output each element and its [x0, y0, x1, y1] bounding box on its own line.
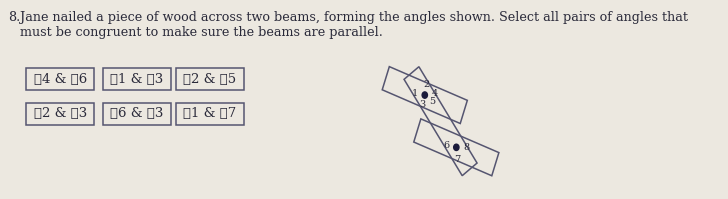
Text: 4: 4 — [432, 89, 438, 98]
Text: ≀1 & ≀7: ≀1 & ≀7 — [183, 107, 237, 120]
Circle shape — [422, 92, 427, 98]
Text: 2: 2 — [423, 80, 430, 89]
Text: ≀1 & ≀3: ≀1 & ≀3 — [110, 73, 163, 86]
Text: ≀4 & ≀6: ≀4 & ≀6 — [33, 73, 87, 86]
Text: 3: 3 — [419, 100, 425, 109]
Text: ≀2 & ≀3: ≀2 & ≀3 — [33, 107, 87, 120]
Text: 7: 7 — [454, 155, 460, 164]
Text: 1: 1 — [412, 89, 418, 98]
Text: ≀6 & ≀3: ≀6 & ≀3 — [110, 107, 163, 120]
Text: Jane nailed a piece of wood across two beams, forming the angles shown. Select a: Jane nailed a piece of wood across two b… — [20, 11, 688, 24]
Circle shape — [454, 144, 459, 150]
Text: 6: 6 — [443, 141, 449, 150]
Text: 8.: 8. — [8, 11, 20, 24]
Text: 5: 5 — [430, 98, 435, 106]
Text: 8: 8 — [463, 143, 470, 152]
Text: must be congruent to make sure the beams are parallel.: must be congruent to make sure the beams… — [20, 26, 382, 39]
Text: ≀2 & ≀5: ≀2 & ≀5 — [183, 73, 237, 86]
